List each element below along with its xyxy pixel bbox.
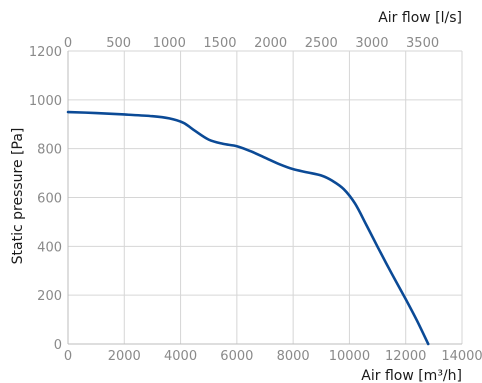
x-axis-label: Air flow [m³/h] bbox=[361, 368, 462, 383]
x-tick-label: 12000 bbox=[385, 349, 426, 364]
y-tick-label: 400 bbox=[37, 240, 62, 255]
y-tick-label: 1200 bbox=[29, 45, 62, 60]
x2-tick-label: 2000 bbox=[254, 36, 287, 51]
series-line bbox=[66, 110, 430, 346]
x-tick-label: 14000 bbox=[441, 349, 482, 364]
x-tick-label: 2000 bbox=[108, 349, 141, 364]
x2-axis-label: Air flow [l/s] bbox=[378, 10, 462, 26]
x-tick-label: 4000 bbox=[164, 349, 197, 364]
y-tick-label: 200 bbox=[37, 289, 62, 304]
x2-tick-label: 3000 bbox=[355, 36, 388, 51]
y-tick-label: 1000 bbox=[29, 94, 62, 109]
x-tick-label: 8000 bbox=[277, 349, 310, 364]
x-tick-label: 6000 bbox=[220, 349, 253, 364]
x-tick-label: 10000 bbox=[329, 349, 370, 364]
x2-tick-label: 0 bbox=[64, 36, 72, 51]
y-axis-label: Static pressure [Pa] bbox=[10, 128, 26, 265]
axes bbox=[67, 51, 462, 345]
x2-tick-label: 500 bbox=[106, 36, 131, 51]
x2-tick-label: 3500 bbox=[406, 36, 439, 51]
x2-tick-label: 1000 bbox=[153, 36, 186, 51]
grid bbox=[68, 50, 463, 344]
y-tick-label: 0 bbox=[54, 338, 62, 353]
y-tick-label: 600 bbox=[37, 192, 62, 207]
x2-tick-label: 2500 bbox=[305, 36, 338, 51]
y-tick-label: 800 bbox=[37, 143, 62, 158]
series-layer bbox=[66, 110, 430, 346]
x-tick-label: 0 bbox=[64, 349, 72, 364]
x2-tick-label: 1500 bbox=[203, 36, 236, 51]
